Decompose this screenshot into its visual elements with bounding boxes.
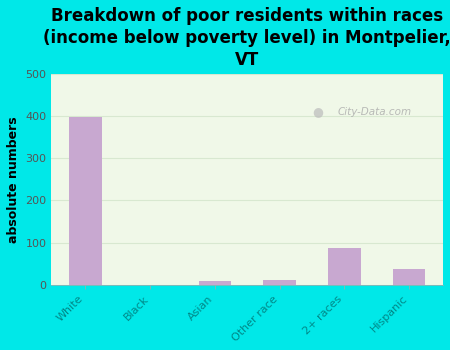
Bar (69, 117, 102, 285)
Text: ●: ● (312, 105, 323, 118)
Text: City-Data.com: City-Data.com (338, 107, 411, 117)
Bar (393, 269, 425, 285)
Bar (199, 281, 231, 285)
Bar (51, 74, 443, 285)
Bar (393, 269, 425, 285)
Title: Breakdown of poor residents within races
(income below poverty level) in Montpel: Breakdown of poor residents within races… (43, 7, 450, 69)
Bar (263, 280, 296, 285)
Bar (263, 280, 296, 285)
Bar (199, 281, 231, 285)
Bar (69, 117, 102, 285)
Bar (328, 247, 360, 285)
Bar (328, 247, 360, 285)
Y-axis label: absolute numbers: absolute numbers (7, 116, 20, 243)
